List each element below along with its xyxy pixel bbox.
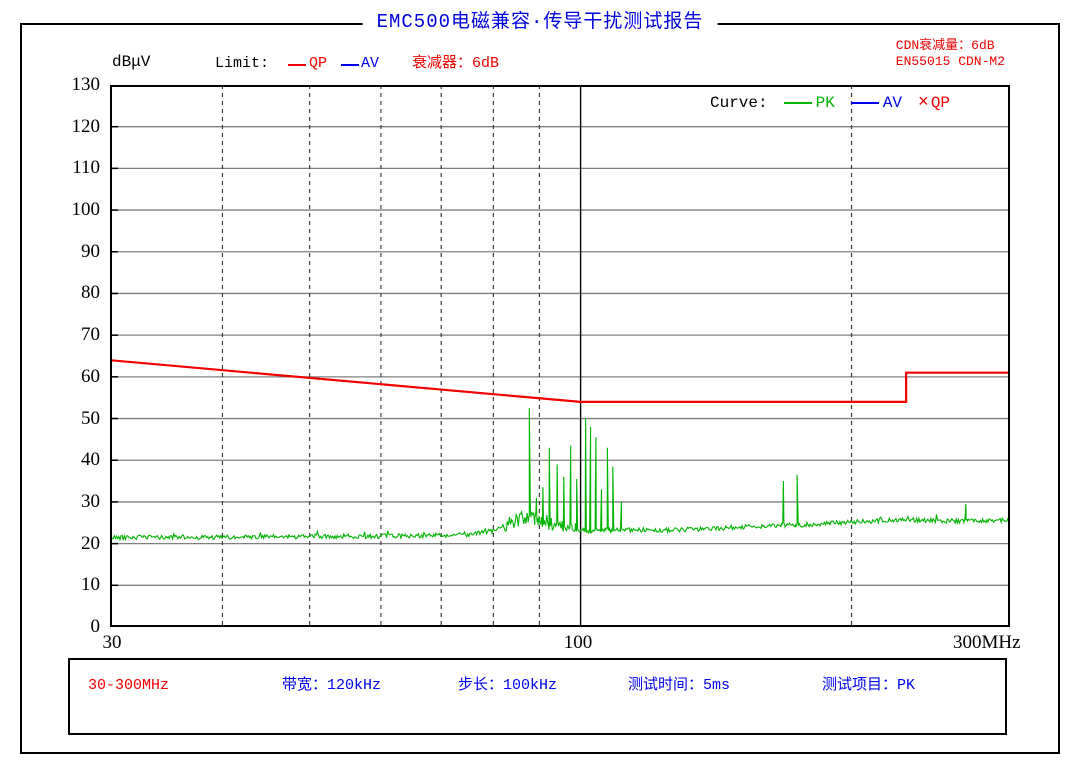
y-tick-label: 130 [71, 74, 101, 95]
y-axis-unit-label: dBμV [112, 53, 151, 71]
test-item-label: 测试项目：PK [822, 677, 916, 694]
x-tick-label-300mhz: 300MHz [953, 632, 1021, 653]
y-tick-label: 0 [90, 616, 101, 637]
curve-legend-item-av: AV [850, 93, 903, 113]
y-tick-label: 80 [81, 282, 100, 304]
spectrum-plot [110, 85, 1010, 627]
report-title: EMC500电磁兼容·传导干扰测试报告 [362, 10, 718, 35]
pk-label: PK [815, 94, 835, 112]
y-tick-label: 40 [81, 449, 100, 471]
qp-label: QP [930, 94, 951, 112]
measurement-settings-box: 30-300MHz 带宽：120kHz 步长：100kHz 测试时间：5ms 测… [68, 658, 1007, 735]
dwell-time-label: 测试时间：5ms [628, 677, 731, 694]
pk-line-swatch-icon [783, 102, 812, 104]
y-tick-label: 120 [71, 115, 101, 137]
y-tick-label: 30 [81, 490, 100, 512]
av-limit-line-swatch-icon [341, 64, 359, 66]
step-size-label: 步长：100kHz [458, 677, 558, 694]
cdn-attenuation-label: CDN衰减量：6dB [895, 38, 995, 53]
av-label: AV [882, 94, 903, 112]
x-tick-label-30: 30 [102, 632, 122, 653]
test-setup-info: CDN衰减量：6dB EN55015 CDN-M2 [896, 38, 1005, 70]
qp-limit-line-swatch-icon [288, 64, 306, 66]
y-tick-label: 50 [81, 407, 100, 429]
curve-legend-item-qp: × QP [918, 93, 950, 113]
spectrum-plot-canvas [110, 85, 1010, 627]
limit-av-label: AV [361, 55, 380, 72]
y-tick-label: 100 [71, 199, 101, 221]
limit-qp-label: QP [309, 55, 328, 72]
y-tick-label: 10 [81, 574, 100, 596]
y-tick-label: 60 [81, 365, 100, 387]
qp-cross-marker-icon: × [918, 93, 929, 113]
y-tick-label: 20 [81, 532, 100, 554]
bandwidth-label: 带宽：120kHz [282, 677, 382, 694]
limit-legend-label: Limit: [215, 55, 270, 72]
frequency-range-label: 30-300MHz [88, 677, 170, 694]
curve-legend-item-pk: PK [783, 93, 835, 113]
y-tick-label: 70 [81, 324, 100, 346]
av-line-swatch-icon [850, 102, 879, 104]
curve-legend-label: Curve: [710, 94, 768, 112]
standard-label: EN55015 CDN-M2 [895, 54, 1005, 69]
x-tick-label-100: 100 [563, 632, 593, 653]
y-tick-label: 90 [81, 240, 100, 262]
y-tick-label: 110 [72, 157, 100, 179]
curve-legend: Curve: PK AV × QP [710, 93, 950, 113]
attenuator-label: 衰减器：6dB [412, 55, 500, 72]
